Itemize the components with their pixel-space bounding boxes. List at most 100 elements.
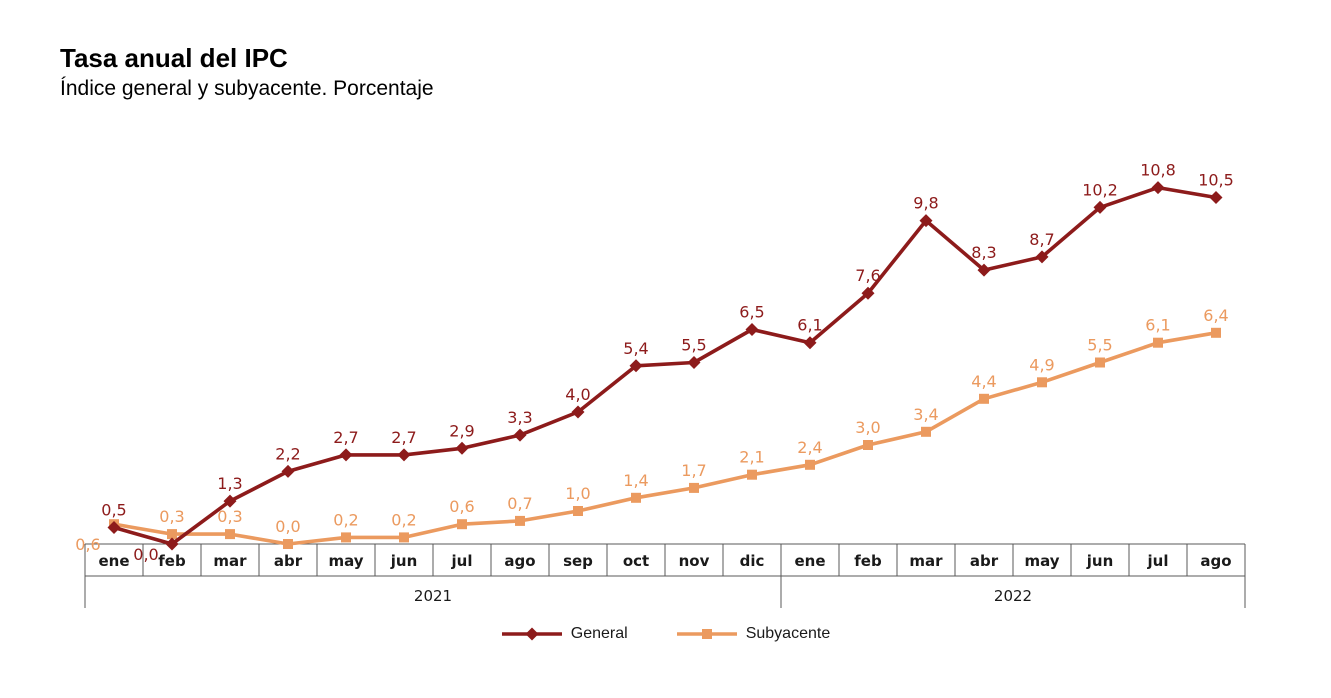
month-label: may bbox=[328, 552, 363, 570]
data-label: 6,4 bbox=[1203, 306, 1228, 325]
square-marker-icon bbox=[457, 519, 467, 530]
data-label: 4,0 bbox=[565, 385, 590, 404]
data-label: 10,2 bbox=[1082, 180, 1118, 199]
data-label: 2,1 bbox=[739, 448, 764, 467]
data-label: 4,4 bbox=[971, 372, 996, 391]
square-marker-icon bbox=[747, 469, 757, 480]
diamond-marker-icon bbox=[339, 448, 353, 462]
month-label: ene bbox=[794, 552, 825, 570]
diamond-marker-icon bbox=[1209, 190, 1223, 205]
page-subtitle: Índice general y subyacente. Porcentaje bbox=[60, 77, 434, 100]
month-label: sep bbox=[563, 552, 593, 570]
data-label: 0,6 bbox=[75, 535, 100, 554]
series-line-general bbox=[113, 185, 1217, 546]
data-label: 6,1 bbox=[1145, 316, 1170, 335]
square-marker-icon bbox=[921, 426, 931, 437]
chart-area: ene feb mar abr may jun jul ago sep oct nov dic ene f… bbox=[0, 134, 1331, 643]
data-label: 6,1 bbox=[797, 316, 822, 335]
data-label: 1,3 bbox=[217, 474, 242, 493]
diamond-marker-icon bbox=[513, 428, 527, 442]
diamond-marker-icon bbox=[165, 537, 179, 551]
data-label: 1,7 bbox=[681, 461, 706, 480]
square-marker-icon bbox=[1095, 357, 1105, 368]
square-marker-icon bbox=[1037, 377, 1047, 388]
data-label: 1,0 bbox=[565, 484, 590, 503]
page-title: Tasa anual del IPC bbox=[60, 43, 288, 73]
data-label: 3,4 bbox=[913, 405, 938, 424]
diamond-marker-icon bbox=[977, 263, 991, 277]
diamond-marker-icon bbox=[397, 448, 411, 462]
chart-legend: General Subyacente bbox=[0, 625, 1331, 643]
square-marker-icon bbox=[805, 459, 815, 470]
month-label: abr bbox=[970, 552, 999, 570]
data-label: 8,3 bbox=[971, 243, 996, 262]
diamond-marker-icon bbox=[919, 214, 933, 228]
square-marker-icon bbox=[341, 532, 351, 543]
month-label: mar bbox=[213, 552, 247, 570]
diamond-marker-icon bbox=[1093, 200, 1107, 214]
month-label: ene bbox=[98, 552, 129, 570]
square-marker-icon bbox=[689, 482, 699, 493]
square-marker-icon bbox=[1211, 327, 1221, 338]
month-label: dic bbox=[740, 552, 765, 570]
data-label: 3,3 bbox=[507, 408, 532, 427]
diamond-marker-icon bbox=[223, 494, 237, 508]
legend-item-subyacente: Subyacente bbox=[676, 625, 831, 643]
data-label: 0,3 bbox=[217, 507, 242, 526]
square-marker-icon bbox=[979, 393, 989, 404]
square-marker-icon bbox=[399, 532, 409, 543]
chart-header: Tasa anual del IPC Índice general y suby… bbox=[0, 0, 1331, 104]
data-label: 1,4 bbox=[623, 471, 648, 490]
data-label: 0,0 bbox=[133, 545, 158, 564]
data-label: 2,7 bbox=[391, 428, 416, 447]
data-label: 7,6 bbox=[855, 266, 880, 285]
month-label: mar bbox=[909, 552, 943, 570]
data-label: 9,8 bbox=[913, 194, 938, 213]
data-label: 10,5 bbox=[1198, 171, 1234, 190]
data-label: 5,4 bbox=[623, 339, 648, 358]
data-label: 0,0 bbox=[275, 517, 300, 536]
data-label: 0,7 bbox=[507, 494, 532, 513]
legend-label-general: General bbox=[570, 625, 628, 642]
diamond-marker-icon bbox=[281, 464, 295, 478]
diamond-marker-icon bbox=[455, 441, 469, 455]
month-label: oct bbox=[623, 552, 649, 570]
month-label: feb bbox=[854, 552, 882, 570]
data-label: 0,2 bbox=[333, 510, 358, 529]
square-marker-icon bbox=[863, 440, 873, 450]
diamond-marker-icon bbox=[1151, 181, 1165, 195]
month-label: nov bbox=[679, 552, 710, 570]
legend-item-general: General bbox=[501, 625, 628, 643]
month-label: feb bbox=[158, 552, 186, 570]
square-marker-icon bbox=[1153, 337, 1163, 348]
data-label: 2,2 bbox=[275, 444, 300, 463]
legend-label-subyacente: Subyacente bbox=[745, 625, 831, 642]
month-label: jun bbox=[1086, 552, 1114, 570]
square-marker-icon bbox=[631, 492, 641, 503]
data-label: 0,3 bbox=[159, 507, 184, 526]
month-label: may bbox=[1024, 552, 1059, 570]
month-label: ago bbox=[504, 552, 535, 570]
square-marker-icon bbox=[283, 539, 293, 549]
data-label: 10,8 bbox=[1140, 161, 1176, 180]
general-series-marker-icon bbox=[501, 627, 562, 641]
data-label: 8,7 bbox=[1029, 230, 1054, 249]
square-marker-icon bbox=[515, 515, 525, 526]
data-label: 2,4 bbox=[797, 438, 822, 457]
diamond-marker-icon bbox=[1035, 250, 1049, 264]
diamond-marker-icon bbox=[107, 520, 121, 535]
square-marker-icon bbox=[167, 529, 177, 540]
square-marker-icon bbox=[573, 506, 583, 516]
month-label: jul bbox=[1147, 552, 1169, 570]
data-label: 2,7 bbox=[333, 428, 358, 447]
line-chart: ene feb mar abr may jun jul ago sep oct nov dic ene f… bbox=[75, 161, 1246, 608]
year-label: 2022 bbox=[994, 587, 1032, 605]
series-line-subyacente bbox=[113, 331, 1217, 546]
data-label: 6,5 bbox=[739, 303, 764, 322]
data-label: 0,6 bbox=[449, 497, 474, 516]
year-label: 2021 bbox=[414, 587, 452, 605]
data-label: 5,5 bbox=[681, 336, 706, 355]
data-label: 5,5 bbox=[1087, 336, 1112, 355]
month-label: jun bbox=[390, 552, 418, 570]
subyacente-series-marker-icon bbox=[676, 629, 737, 639]
